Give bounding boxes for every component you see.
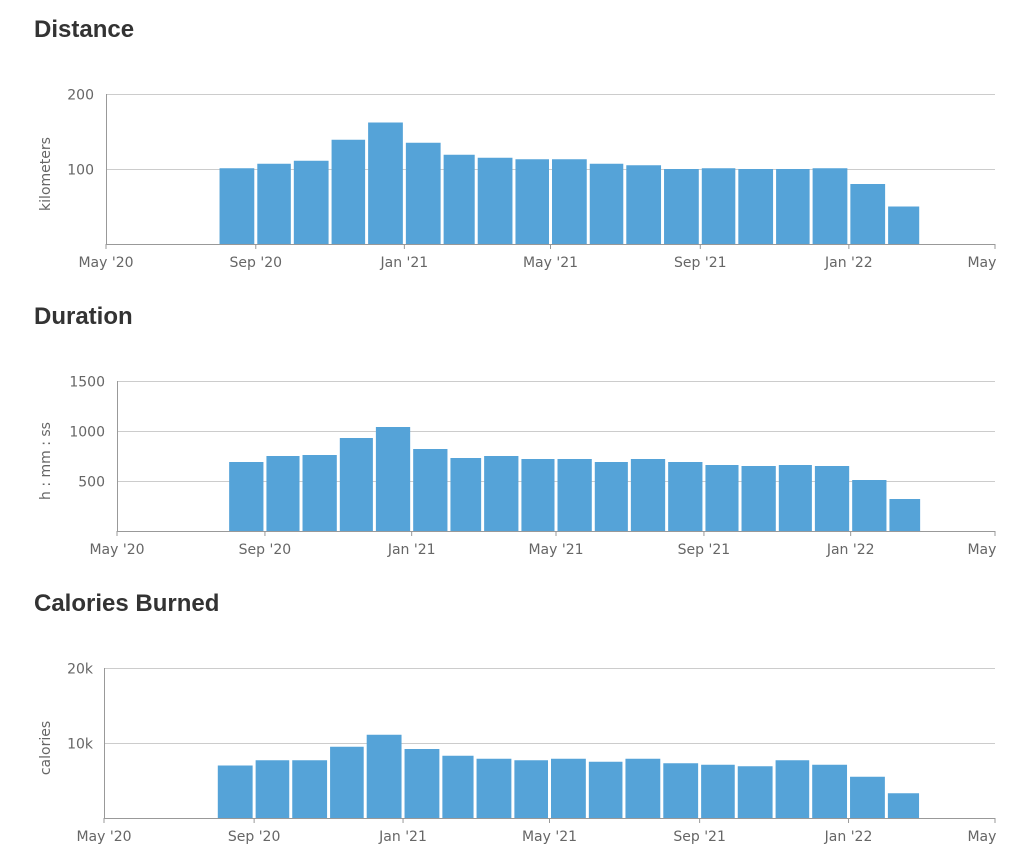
distance-chart: 100 200 May '20 Sep '20 Jan '21 May '21 Sep '2… <box>38 88 1000 272</box>
bar <box>557 459 592 531</box>
bar <box>552 159 587 244</box>
bar <box>850 776 885 818</box>
bar <box>663 763 699 818</box>
x-tick-label: May '20 <box>78 255 133 271</box>
bar <box>405 142 441 244</box>
bar <box>668 462 703 531</box>
bar <box>257 163 291 244</box>
x-tick-label: Sep '21 <box>673 829 726 845</box>
y-tick-label: 1000 <box>69 425 105 441</box>
x-tick-label: May '21 <box>523 255 578 271</box>
section-title: Distance <box>34 16 135 43</box>
bar <box>266 456 300 531</box>
duration-chart: 500 1000 1500 May '20 Sep '20 Jan '21 May '21 S… <box>38 375 1000 559</box>
bar <box>630 459 666 531</box>
bar <box>812 168 848 244</box>
bar <box>737 766 773 818</box>
bar <box>366 734 402 818</box>
x-tick-label: Sep '20 <box>230 255 283 271</box>
y-axis-title: h : mm : ss <box>38 422 54 500</box>
bar <box>778 465 812 531</box>
section-title: Duration <box>34 303 133 330</box>
x-tick-label: Sep '21 <box>678 542 731 558</box>
x-tick-label: May '21 <box>522 829 577 845</box>
y-tick-label: 100 <box>67 163 94 179</box>
distance-section: Distance 100 200 May '20 Sep '20 Jan '21 May … <box>0 0 1024 287</box>
bar <box>852 480 887 531</box>
x-tick-label: Sep '20 <box>239 542 292 558</box>
x-tick-label: May '20 <box>89 542 144 558</box>
bar <box>450 458 482 531</box>
bar <box>589 163 624 244</box>
bar <box>705 465 739 531</box>
bar <box>887 793 920 818</box>
bar <box>776 169 810 244</box>
bar <box>889 499 921 531</box>
bar <box>484 456 519 531</box>
bar <box>551 758 586 818</box>
x-tick-label: May '22 <box>967 829 1000 845</box>
bar <box>515 159 549 244</box>
bar <box>625 758 661 818</box>
bar <box>738 169 774 244</box>
bar <box>588 761 623 818</box>
bar <box>701 168 736 244</box>
bar <box>443 154 475 244</box>
bar <box>701 764 735 818</box>
bar <box>850 184 886 244</box>
bar <box>217 765 253 818</box>
calories-chart: 10k 20k May '20 Sep '20 Jan '21 May '21 Sep '2… <box>38 662 1000 846</box>
duration-section: Duration 500 1000 1500 May '20 Sep '20 Jan '2… <box>0 287 1024 574</box>
bar <box>368 122 403 244</box>
y-axis-title: calories <box>38 721 54 775</box>
y-tick-label: 200 <box>67 88 94 104</box>
y-tick-label: 10k <box>67 737 94 753</box>
x-tick-label: May '22 <box>967 542 1000 558</box>
bar <box>339 438 373 531</box>
bar <box>476 758 512 818</box>
bar <box>626 165 662 244</box>
bar <box>521 459 555 531</box>
bar <box>375 427 411 531</box>
x-tick-label: Jan '21 <box>387 542 436 558</box>
y-tick-label: 500 <box>78 475 105 491</box>
x-tick-label: Jan '21 <box>380 255 429 271</box>
bar <box>293 160 329 244</box>
y-axis-title: kilometers <box>38 137 54 211</box>
bar <box>219 168 255 244</box>
x-tick-label: May '22 <box>967 255 1000 271</box>
x-tick-label: Jan '22 <box>824 829 873 845</box>
bar <box>664 169 699 244</box>
calories-section: Calories Burned 10k 20k May '20 Sep '20 Jan … <box>0 574 1024 861</box>
bar <box>477 157 513 244</box>
x-tick-label: Jan '22 <box>824 255 873 271</box>
bar <box>814 466 850 531</box>
section-title: Calories Burned <box>34 590 220 617</box>
x-tick-label: Sep '21 <box>674 255 727 271</box>
bar <box>775 760 810 818</box>
x-tick-label: Jan '21 <box>378 829 427 845</box>
bar <box>330 746 364 818</box>
x-tick-label: Jan '22 <box>826 542 875 558</box>
x-tick-label: May '21 <box>528 542 583 558</box>
x-tick-label: Sep '20 <box>228 829 281 845</box>
bar <box>404 749 440 818</box>
bar <box>812 764 848 818</box>
bar <box>413 449 448 531</box>
bar <box>302 455 337 531</box>
bar <box>888 206 920 244</box>
bar <box>229 462 264 531</box>
bar <box>514 760 548 818</box>
y-tick-label: 20k <box>67 662 94 678</box>
bar <box>292 760 328 818</box>
bar <box>331 139 366 244</box>
bar <box>255 760 290 818</box>
x-tick-label: May '20 <box>76 829 131 845</box>
bar <box>442 755 474 818</box>
bar <box>594 462 628 531</box>
y-tick-label: 1500 <box>69 375 105 391</box>
bar <box>741 466 776 531</box>
